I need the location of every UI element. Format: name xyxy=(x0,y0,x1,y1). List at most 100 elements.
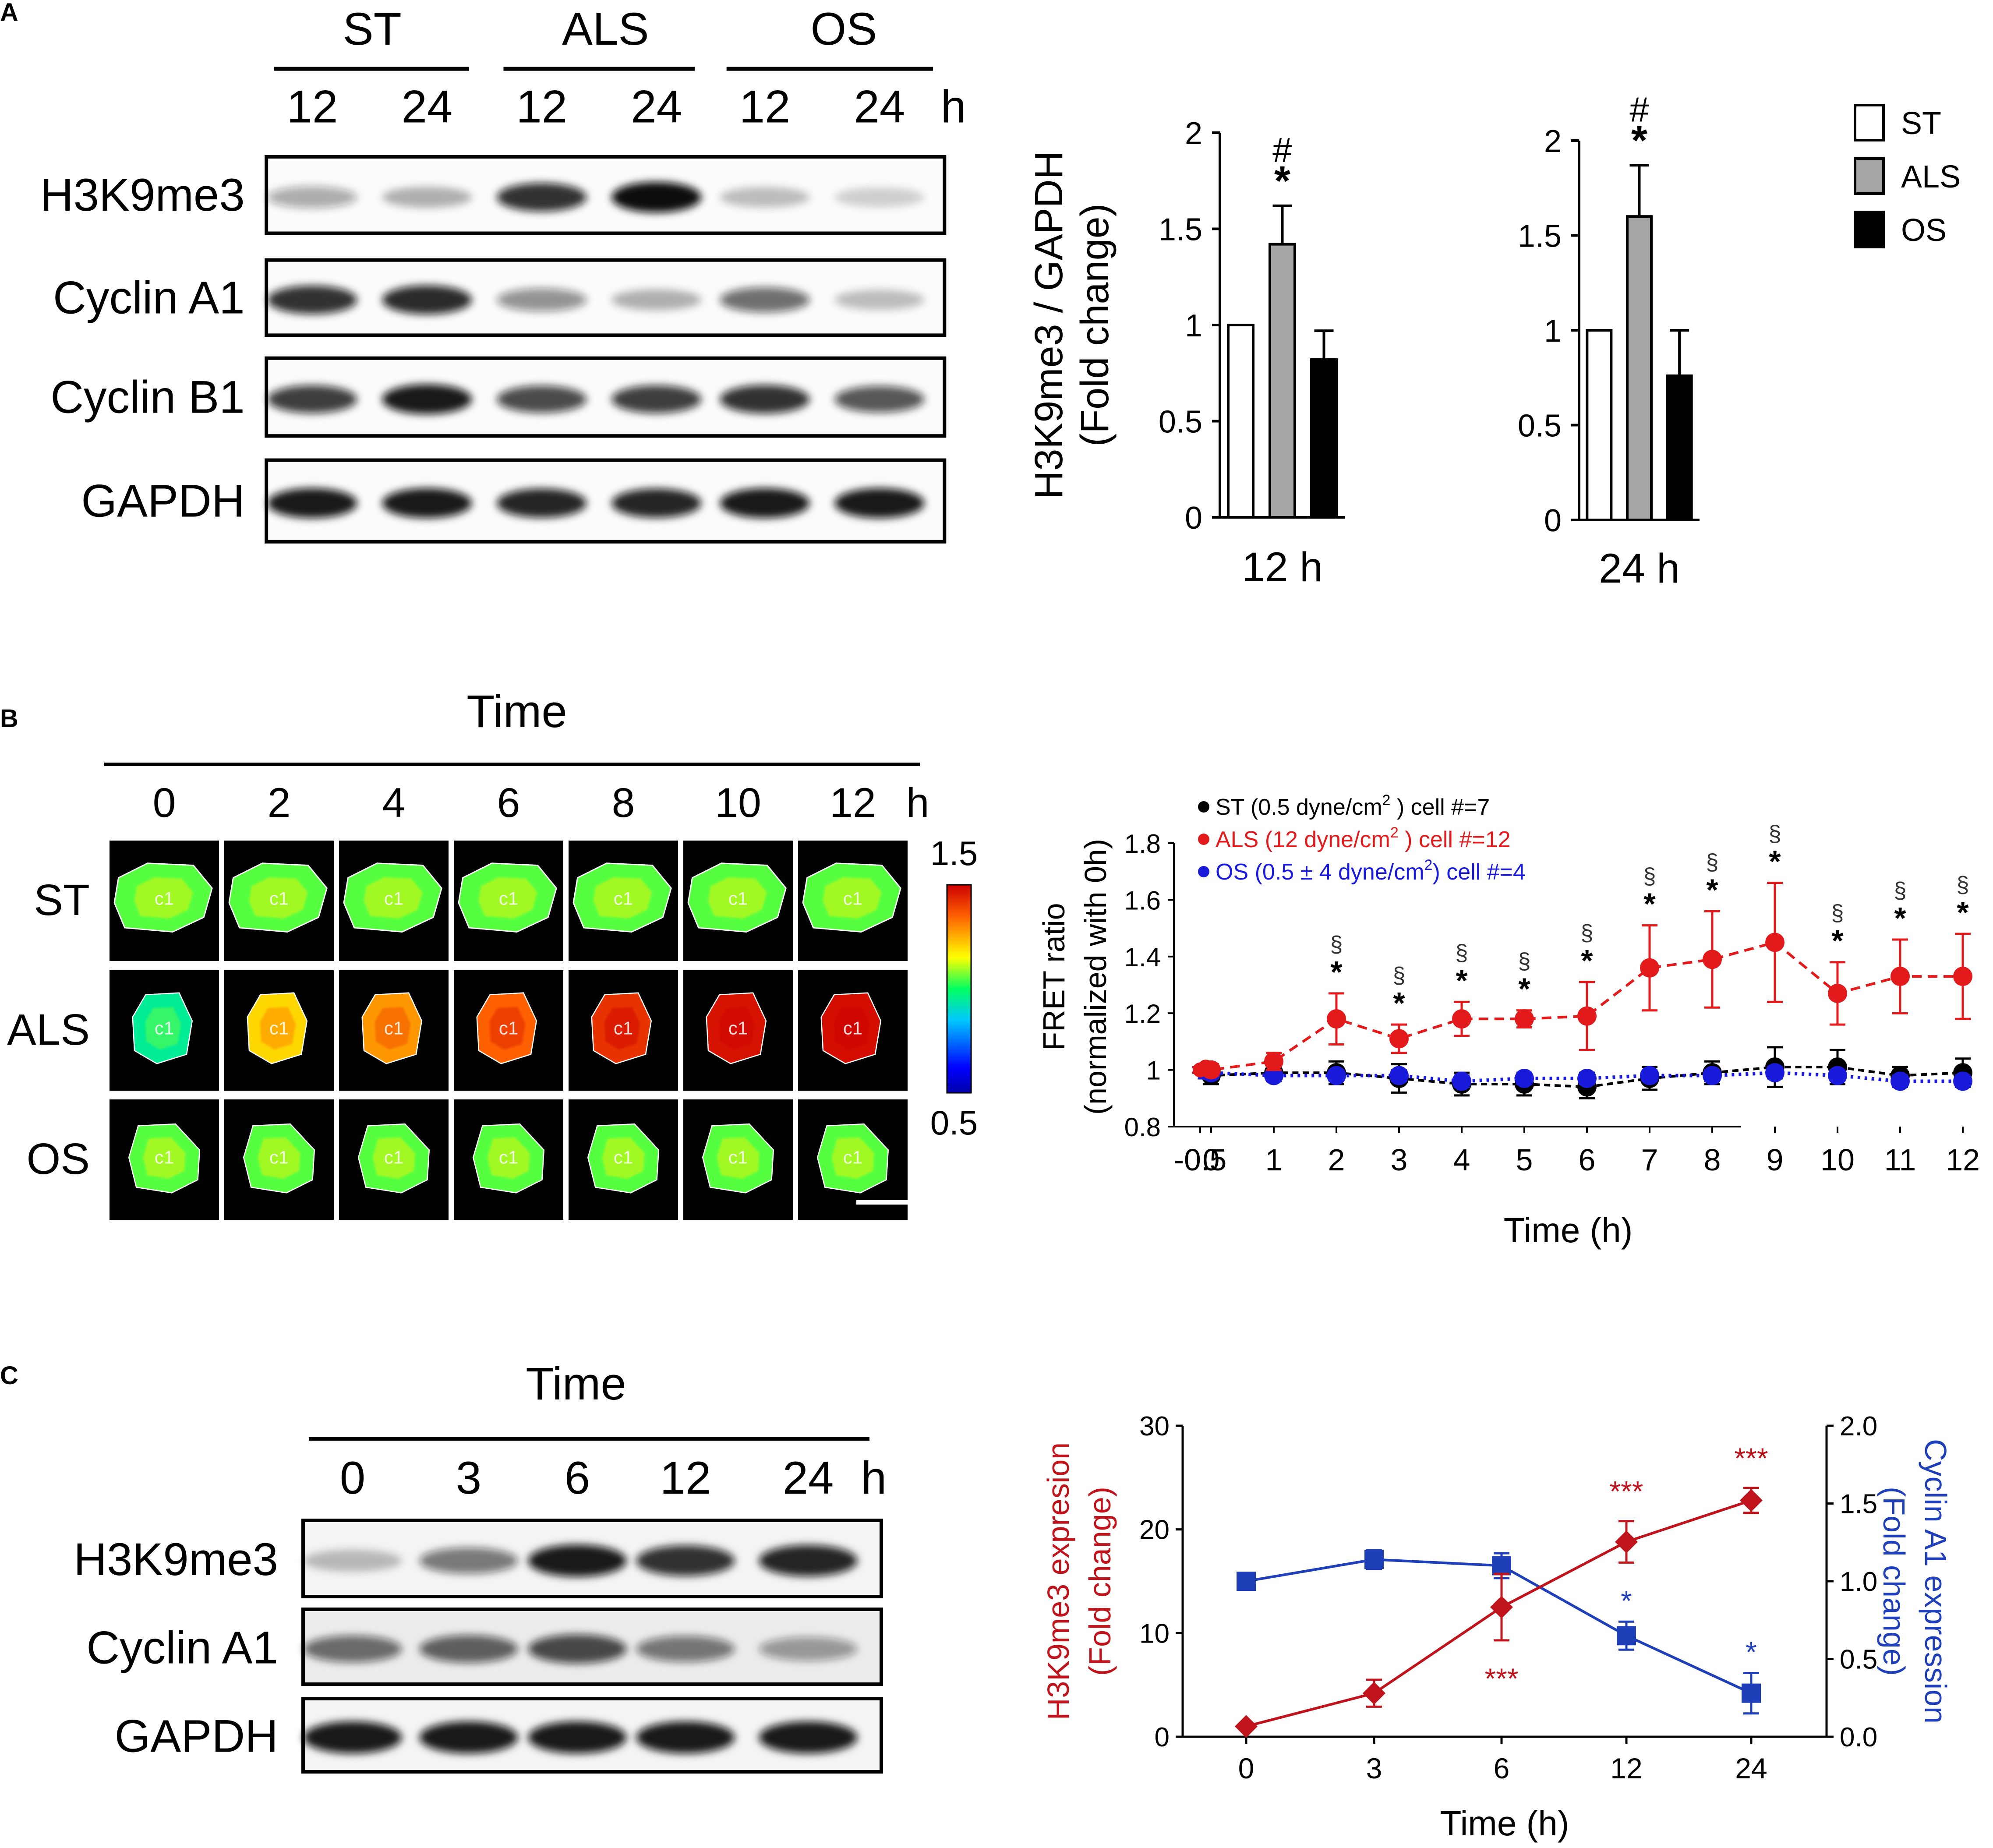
cell-label: c1 xyxy=(269,1018,289,1039)
series-line-os xyxy=(1199,1068,1963,1083)
significance-section: § xyxy=(1393,963,1406,988)
y-tick-label: 1.5 xyxy=(1159,212,1202,247)
y-tick-label-right: 0.0 xyxy=(1840,1722,1877,1753)
y-tick-label-left: 20 xyxy=(1139,1515,1170,1545)
blot-band xyxy=(636,1545,735,1576)
blot-band xyxy=(267,285,357,314)
x-tick-label: 1 xyxy=(1265,1143,1283,1177)
data-point-os xyxy=(1891,1071,1910,1091)
data-point-cyclin-a1 xyxy=(1617,1626,1636,1646)
legend-label-text: OS (0.5 ± 4 dyne/cm xyxy=(1216,859,1424,885)
blot-band xyxy=(834,290,925,310)
blot-band xyxy=(636,1721,735,1754)
blot-time-label: 0 xyxy=(340,1452,365,1504)
cell-texture xyxy=(717,1137,760,1179)
cell-texture xyxy=(372,1137,415,1179)
data-point-h3k9me3 xyxy=(1740,1489,1763,1512)
cell-label: c1 xyxy=(843,888,862,909)
data-point-os xyxy=(1703,1066,1722,1085)
significance-section: § xyxy=(1518,949,1531,974)
x-tick-label: 3 xyxy=(1366,1752,1382,1784)
y-tick-label: 1 xyxy=(1544,314,1562,349)
y-tick-label: 1.4 xyxy=(1124,943,1161,972)
data-point-cyclin-a1 xyxy=(1742,1683,1761,1703)
blot-time-label: 24 xyxy=(854,81,905,132)
blot-band xyxy=(636,1636,735,1662)
y-tick-label: 0.8 xyxy=(1124,1113,1161,1142)
time-unit: h xyxy=(906,780,929,826)
blot-time-label: 12 xyxy=(660,1452,711,1504)
significance-star: * xyxy=(1274,158,1290,204)
significance-star: * xyxy=(1456,963,1468,997)
y-tick-label: 0.5 xyxy=(1518,409,1562,444)
panel-c-title: Time xyxy=(526,1358,626,1410)
data-point-als xyxy=(1264,1052,1283,1071)
blot-band xyxy=(834,386,925,413)
cell-label: c1 xyxy=(499,1147,518,1168)
y-tick-label: 1.6 xyxy=(1124,886,1161,915)
cell-texture xyxy=(260,1007,296,1049)
blot-time-label: 12 xyxy=(287,81,338,132)
cell-label: c1 xyxy=(843,1147,862,1168)
data-point-os xyxy=(1953,1071,1972,1091)
blot-strip xyxy=(265,356,947,438)
y-axis-label-line2: (normalized with 0h) xyxy=(1078,839,1113,1115)
cell-label: c1 xyxy=(499,1018,518,1039)
legend-marker xyxy=(1198,866,1209,877)
cell-label: c1 xyxy=(384,1018,403,1039)
cell-texture xyxy=(478,877,537,919)
blot-band xyxy=(759,1545,858,1576)
time-label: 10 xyxy=(715,780,761,826)
legend-swatch xyxy=(1854,157,1885,195)
legend-label: ST xyxy=(1901,106,1941,141)
blot-time-label: 24 xyxy=(401,81,452,132)
blot-group-label: ALS xyxy=(562,4,649,55)
data-point-cyclin-a1 xyxy=(1364,1550,1384,1569)
x-tick-label: 24 xyxy=(1735,1752,1767,1784)
cell-texture xyxy=(487,1137,530,1179)
blot-band xyxy=(611,182,702,213)
y-axis-right-label-line1: Cyclin A1 expression xyxy=(1919,1439,1953,1724)
significance-star: * xyxy=(1769,844,1781,879)
legend-swatch xyxy=(1854,211,1885,248)
cell-texture xyxy=(145,1007,181,1049)
data-point-os xyxy=(1640,1066,1659,1085)
cell-texture xyxy=(834,1007,870,1049)
y-tick-label: 1.5 xyxy=(1518,219,1562,254)
blot-band xyxy=(497,183,587,212)
cell-texture xyxy=(375,1007,411,1049)
significance-section: § xyxy=(1456,940,1468,965)
data-point-als xyxy=(1201,1060,1221,1080)
y-tick-label-left: 10 xyxy=(1139,1618,1170,1649)
cell-label: c1 xyxy=(384,888,403,909)
blot-strip xyxy=(265,258,947,337)
blot-row-label: Cyclin B1 xyxy=(50,371,244,423)
bar-os xyxy=(1310,358,1338,519)
data-point-h3k9me3 xyxy=(1615,1530,1638,1554)
cell-texture xyxy=(823,877,882,919)
data-point-als xyxy=(1515,1009,1534,1029)
legend-label-superscript: 2 xyxy=(1390,824,1399,841)
panel-b-title: Time xyxy=(466,686,567,737)
y-tick-label: 2 xyxy=(1185,116,1202,151)
data-point-os xyxy=(1327,1066,1346,1085)
y-tick-label: 1.8 xyxy=(1124,829,1161,859)
x-tick-label: 2 xyxy=(1328,1143,1345,1177)
data-point-cyclin-a1 xyxy=(1237,1572,1256,1591)
colorbar-max: 1.5 xyxy=(930,834,978,873)
cell-texture xyxy=(249,877,308,919)
blot-row-label: Cyclin A1 xyxy=(86,1622,278,1674)
cell-label: c1 xyxy=(384,1147,403,1168)
significance-red: *** xyxy=(1609,1475,1643,1508)
blot-strip xyxy=(265,155,947,235)
x-tick-label: 6 xyxy=(1494,1752,1510,1784)
cell-label: c1 xyxy=(614,888,633,909)
data-point-cyclin-a1 xyxy=(1492,1556,1511,1576)
blot-band xyxy=(834,488,925,518)
blot-band xyxy=(528,1721,627,1754)
blot-band xyxy=(720,187,810,208)
significance-star: * xyxy=(1631,117,1647,163)
data-point-als xyxy=(1891,967,1910,986)
cell-label: c1 xyxy=(728,888,748,909)
x-axis-label: Time (h) xyxy=(1504,1211,1633,1250)
